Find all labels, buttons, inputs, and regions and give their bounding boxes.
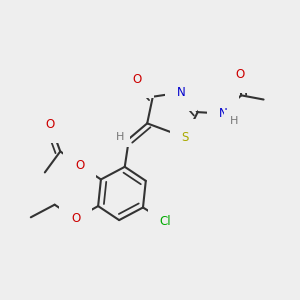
Text: H: H xyxy=(230,116,238,126)
Text: N: N xyxy=(218,107,227,120)
Text: S: S xyxy=(182,131,189,144)
Text: O: O xyxy=(71,212,80,225)
Text: O: O xyxy=(46,118,55,131)
Text: O: O xyxy=(133,74,142,86)
Text: O: O xyxy=(75,159,85,172)
Text: Cl: Cl xyxy=(160,215,171,228)
Text: O: O xyxy=(235,68,244,81)
Text: N: N xyxy=(176,86,185,99)
Text: H: H xyxy=(116,131,125,142)
